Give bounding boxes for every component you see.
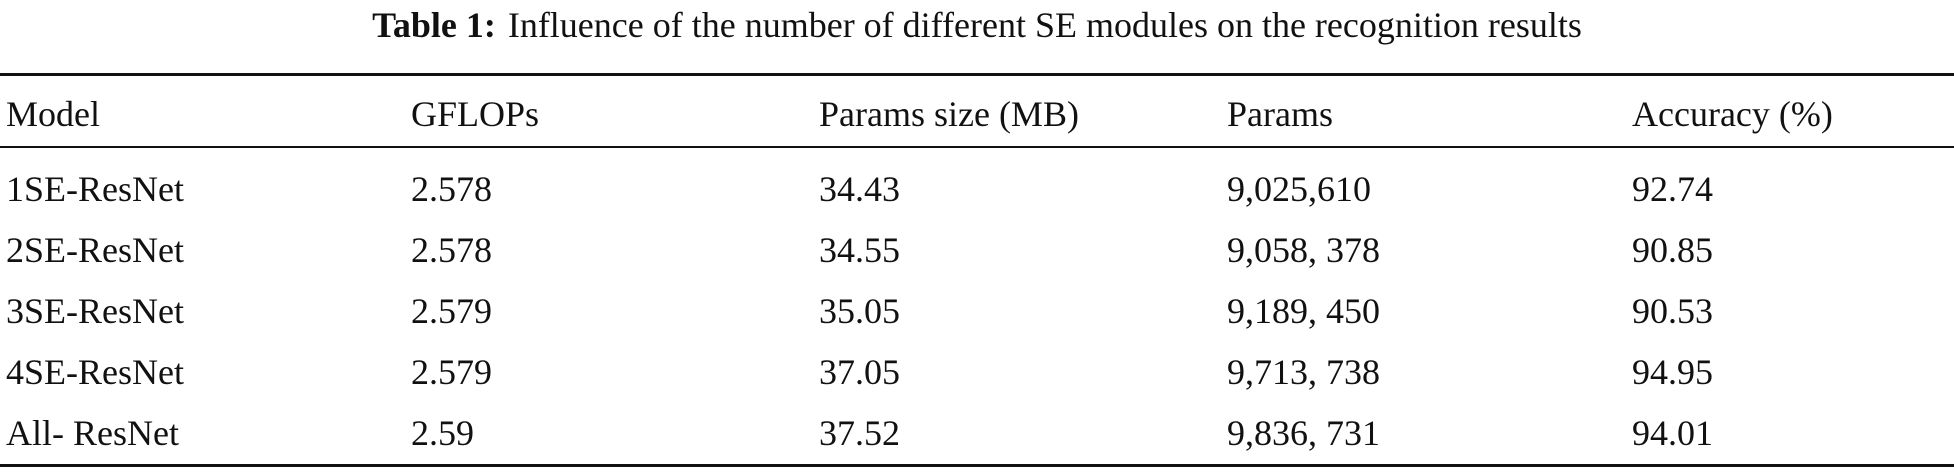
header-cell: Params bbox=[1227, 94, 1333, 134]
header-rule bbox=[0, 146, 1954, 148]
header-cell: GFLOPs bbox=[411, 94, 540, 134]
table-cell: 2.59 bbox=[411, 413, 474, 453]
table-cell: 1SE-ResNet bbox=[6, 169, 184, 209]
table-cell: 9,713, 738 bbox=[1227, 352, 1380, 392]
table-cell: 37.05 bbox=[819, 352, 900, 392]
top-rule bbox=[0, 73, 1954, 76]
table-caption: Table 1: Influence of the number of diffe… bbox=[0, 2, 1954, 48]
table-cell: 34.43 bbox=[819, 169, 900, 209]
table-cell: 35.05 bbox=[819, 291, 900, 331]
table-cell: 37.52 bbox=[819, 413, 900, 453]
caption-label: Table 1: bbox=[372, 5, 496, 45]
header-cell: Params size (MB) bbox=[819, 94, 1079, 134]
table-cell: 94.95 bbox=[1632, 352, 1713, 392]
table-cell: 90.53 bbox=[1632, 291, 1713, 331]
table-cell: 2.579 bbox=[411, 291, 492, 331]
bottom-rule bbox=[0, 464, 1954, 467]
table-cell: All- ResNet bbox=[6, 413, 179, 453]
table-cell: 3SE-ResNet bbox=[6, 291, 184, 331]
table-cell: 9,836, 731 bbox=[1227, 413, 1380, 453]
caption-text: Influence of the number of different SE … bbox=[507, 5, 1582, 45]
header-cell: Model bbox=[6, 94, 100, 134]
header-cell: Accuracy (%) bbox=[1632, 94, 1833, 134]
table-cell: 9,025,610 bbox=[1227, 169, 1371, 209]
table-cell: 2.579 bbox=[411, 352, 492, 392]
table-cell: 94.01 bbox=[1632, 413, 1713, 453]
table-cell: 2SE-ResNet bbox=[6, 230, 184, 270]
table-cell: 9,058, 378 bbox=[1227, 230, 1380, 270]
table-cell: 2.578 bbox=[411, 169, 492, 209]
table-cell: 9,189, 450 bbox=[1227, 291, 1380, 331]
table-cell: 4SE-ResNet bbox=[6, 352, 184, 392]
table-cell: 92.74 bbox=[1632, 169, 1713, 209]
table-cell: 2.578 bbox=[411, 230, 492, 270]
table-cell: 34.55 bbox=[819, 230, 900, 270]
table-cell: 90.85 bbox=[1632, 230, 1713, 270]
